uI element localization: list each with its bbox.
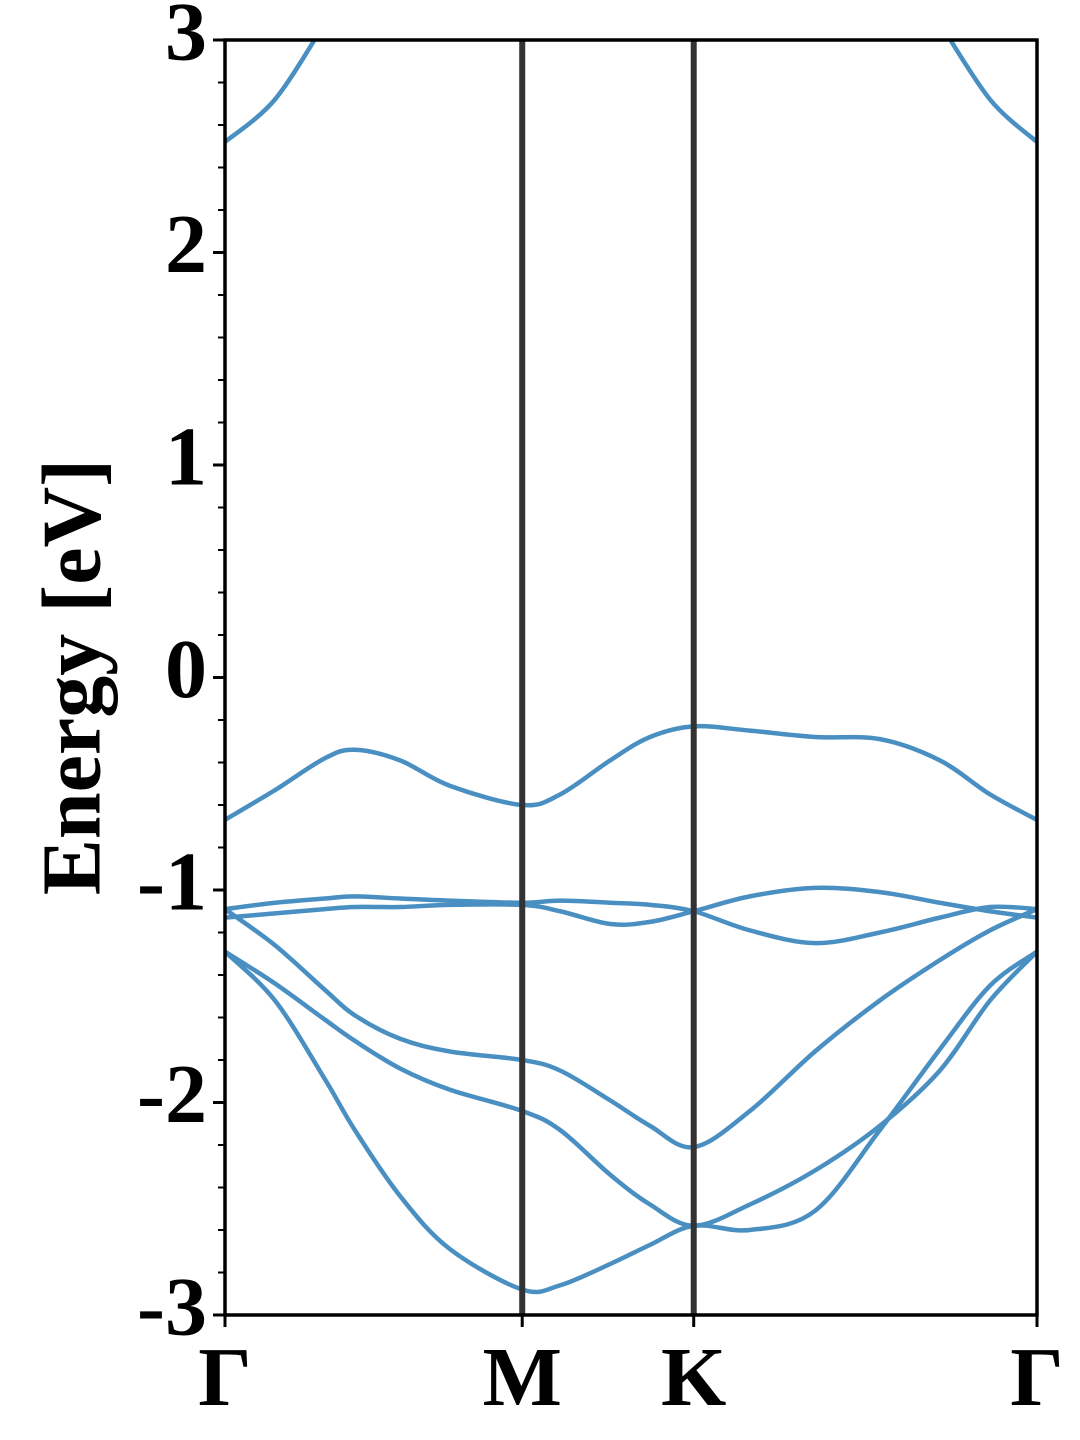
band-line	[225, 949, 1037, 1229]
band-line	[225, 949, 1037, 1295]
band-line	[225, 885, 1037, 927]
y-tick-label: -3	[137, 1260, 207, 1353]
x-tick-label: Γ	[1010, 1331, 1063, 1424]
x-tick-label: M	[483, 1331, 562, 1424]
y-tick-label: -1	[137, 835, 207, 928]
y-tick-label: 1	[165, 410, 207, 503]
y-tick-label: 0	[165, 623, 207, 716]
plot-area	[225, 40, 1037, 1295]
y-axis-label: Energy [eV]	[25, 459, 118, 895]
x-tick-label: K	[661, 1331, 726, 1424]
y-tick-label: 3	[165, 0, 207, 78]
plot-frame	[223, 38, 1039, 1317]
band-line	[225, 723, 1037, 822]
band-line	[225, 907, 1037, 1150]
x-tick-label: Γ	[198, 1331, 251, 1424]
y-tick-label: -2	[137, 1048, 207, 1141]
y-tick-label: 2	[165, 198, 207, 291]
band-line	[225, 894, 1037, 946]
band-line	[947, 40, 1037, 144]
